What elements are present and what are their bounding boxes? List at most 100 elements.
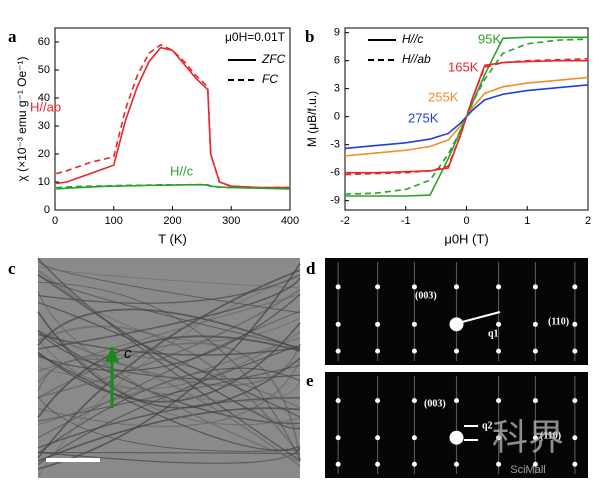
spot bbox=[572, 398, 578, 404]
q-arrow bbox=[461, 311, 501, 323]
spot bbox=[449, 430, 464, 445]
diffraction-spots bbox=[335, 376, 578, 474]
y-tick-label: 30 bbox=[38, 120, 50, 132]
fiber bbox=[37, 344, 301, 466]
y-tick-label: -3 bbox=[330, 139, 340, 151]
watermark: 科界 bbox=[492, 417, 564, 458]
series-label: H//ab bbox=[30, 99, 61, 114]
fiber bbox=[37, 302, 301, 418]
spot bbox=[496, 435, 502, 441]
fiber bbox=[37, 269, 301, 459]
fiber bbox=[37, 281, 301, 461]
y-tick-label: 40 bbox=[38, 92, 50, 104]
fiber bbox=[37, 289, 301, 398]
legend-label: H//c bbox=[402, 32, 423, 46]
spot bbox=[375, 398, 381, 404]
panel-label: e bbox=[306, 371, 314, 390]
panel-label: a bbox=[8, 27, 17, 46]
spot bbox=[496, 284, 502, 290]
spot bbox=[375, 461, 381, 467]
legend-label: ZFC bbox=[261, 52, 286, 66]
spot bbox=[411, 398, 417, 404]
spot bbox=[411, 321, 417, 327]
spot bbox=[454, 348, 459, 354]
vector-label: q1 bbox=[488, 328, 499, 339]
y-tick-label: -9 bbox=[330, 195, 340, 207]
fibers bbox=[37, 257, 301, 477]
fiber bbox=[37, 291, 301, 463]
spot bbox=[572, 461, 578, 467]
fiber bbox=[37, 294, 301, 372]
spot bbox=[335, 461, 341, 467]
fiber bbox=[37, 263, 301, 470]
panel-label: d bbox=[306, 259, 316, 278]
spot-label: (110) bbox=[548, 316, 569, 327]
fiber bbox=[37, 325, 301, 456]
spot bbox=[411, 461, 417, 467]
spot bbox=[532, 284, 538, 290]
plot-frame bbox=[54, 27, 291, 211]
spot bbox=[496, 321, 502, 327]
y-axis-label: χ (×10⁻³ emu g⁻¹ Oe⁻¹) bbox=[15, 56, 29, 181]
panel-label: c bbox=[8, 259, 16, 278]
spot bbox=[375, 284, 381, 290]
spot bbox=[532, 348, 538, 354]
fiber bbox=[37, 312, 301, 426]
y-tick-label: 60 bbox=[38, 36, 50, 48]
fiber bbox=[37, 337, 301, 426]
spot bbox=[411, 348, 417, 354]
fiber bbox=[37, 277, 301, 350]
spot bbox=[572, 284, 578, 290]
x-tick-label: 300 bbox=[222, 215, 240, 227]
fiber bbox=[37, 353, 301, 451]
fiber bbox=[37, 335, 301, 419]
series-label: 165K bbox=[448, 59, 479, 74]
spot bbox=[375, 435, 381, 441]
spot bbox=[335, 321, 341, 327]
spot-label: (003) bbox=[424, 398, 446, 409]
y-tick-label: 50 bbox=[38, 64, 50, 76]
spot bbox=[454, 284, 459, 290]
spot bbox=[335, 435, 341, 441]
fiber bbox=[37, 365, 301, 422]
spot bbox=[532, 461, 538, 467]
series-label: 255K bbox=[428, 89, 459, 104]
fiber bbox=[37, 366, 301, 402]
spot bbox=[449, 317, 464, 332]
fiber bbox=[37, 447, 301, 464]
spot bbox=[572, 435, 578, 441]
c-axis-arrowhead bbox=[105, 346, 119, 362]
legend-label: FC bbox=[262, 72, 278, 86]
series-line bbox=[56, 46, 290, 189]
x-tick-label: 100 bbox=[105, 215, 123, 227]
x-axis-label: μ0H (T) bbox=[444, 231, 488, 246]
series-line bbox=[344, 58, 589, 176]
fiber bbox=[37, 452, 301, 455]
series-line bbox=[55, 43, 290, 189]
x-tick-label: 1 bbox=[524, 215, 530, 227]
watermark: SciMall bbox=[510, 464, 545, 476]
diffraction-spots bbox=[335, 262, 578, 361]
series-label: 275K bbox=[408, 110, 439, 125]
legend-label: H//ab bbox=[402, 52, 431, 66]
x-tick-label: 400 bbox=[281, 215, 299, 227]
series-line bbox=[344, 38, 589, 195]
y-axis-label: M (μB/f.u.) bbox=[305, 91, 319, 147]
spot bbox=[454, 398, 459, 404]
fiber bbox=[37, 358, 301, 467]
fiber bbox=[37, 342, 301, 461]
x-tick-label: 0 bbox=[52, 215, 58, 227]
spot bbox=[335, 284, 341, 290]
spot bbox=[335, 348, 341, 354]
fiber bbox=[37, 273, 301, 430]
series-label: H//c bbox=[170, 163, 194, 178]
spot-label: (110) bbox=[540, 430, 561, 441]
x-axis-label: T (K) bbox=[158, 231, 187, 246]
fiber bbox=[37, 396, 301, 452]
spot bbox=[532, 435, 538, 441]
x-tick-label: -1 bbox=[401, 215, 411, 227]
spot bbox=[496, 461, 502, 467]
y-tick-label: 6 bbox=[334, 55, 340, 67]
field-label: μ0H=0.01T bbox=[225, 30, 286, 44]
